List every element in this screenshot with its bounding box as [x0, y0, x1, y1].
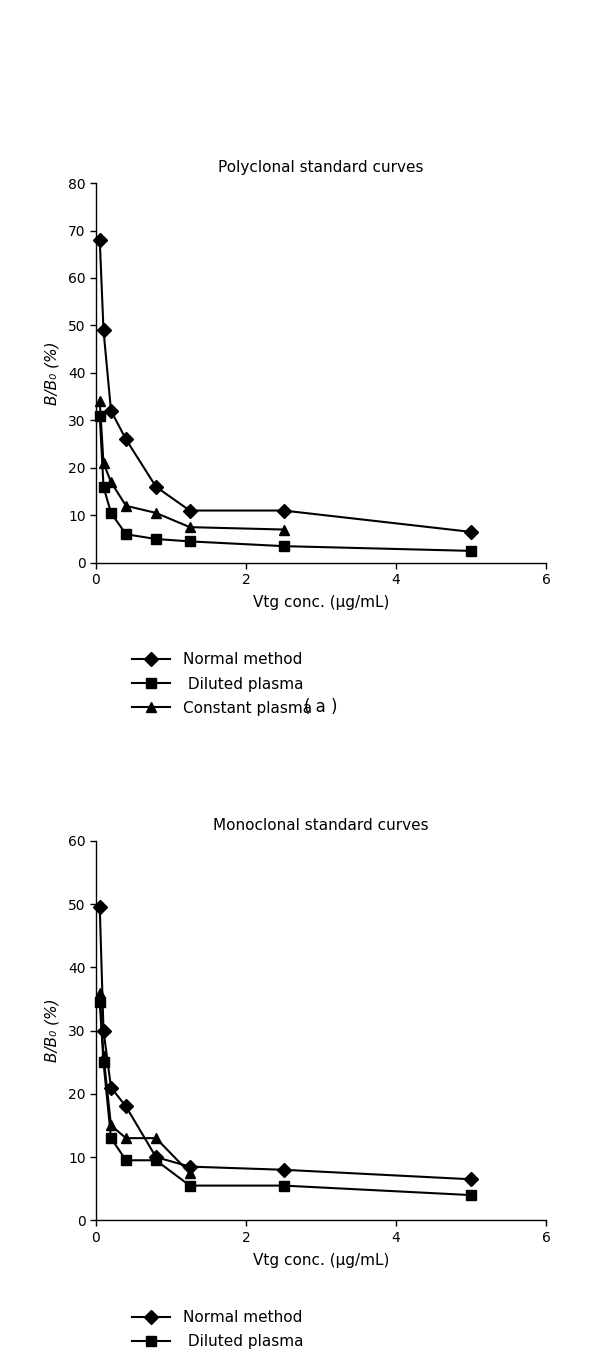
- Text: ( a ): ( a ): [304, 698, 338, 716]
- Legend: Normal method,  Diluted plasma, Constant plasma: Normal method, Diluted plasma, Constant …: [126, 647, 318, 721]
- Title: Polyclonal standard curves: Polyclonal standard curves: [218, 160, 424, 175]
- Y-axis label: B/B₀ (%): B/B₀ (%): [44, 342, 59, 404]
- X-axis label: Vtg conc. (μg/mL): Vtg conc. (μg/mL): [253, 1253, 389, 1268]
- Legend: Normal method,  Diluted plasma, Constant plasma: Normal method, Diluted plasma, Constant …: [126, 1304, 318, 1356]
- Title: Monoclonal standard curves: Monoclonal standard curves: [213, 818, 429, 833]
- Y-axis label: B/B₀ (%): B/B₀ (%): [44, 999, 59, 1062]
- X-axis label: Vtg conc. (μg/mL): Vtg conc. (μg/mL): [253, 595, 389, 610]
